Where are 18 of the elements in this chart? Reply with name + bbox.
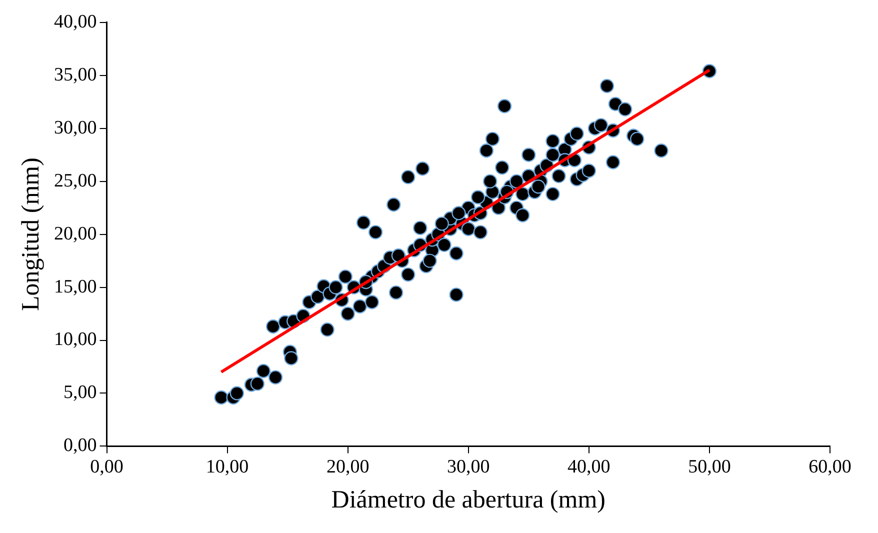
y-tick-label: 35,00 xyxy=(54,64,97,86)
x-tick-label: 0,00 xyxy=(90,456,124,478)
x-tick-label: 20,00 xyxy=(326,456,370,478)
y-tick-label: 10,00 xyxy=(54,329,97,350)
x-tick-label: 30,00 xyxy=(447,456,490,478)
x-tick-label: 50,00 xyxy=(688,456,731,478)
x-axis-title: Diámetro de abertura (mm) xyxy=(331,486,606,514)
y-tick-label: 30,00 xyxy=(54,117,97,138)
y-tick-label: 5,00 xyxy=(64,382,97,404)
x-tick-label: 40,00 xyxy=(568,456,610,478)
y-tick-label: 0,00 xyxy=(64,435,97,456)
y-axis-title: Longitud (mm) xyxy=(18,158,45,312)
x-tick-label: 10,00 xyxy=(206,456,249,478)
x-tick-label: 60,00 xyxy=(808,456,852,478)
y-tick-label: 15,00 xyxy=(54,276,97,298)
y-tick-label: 25,00 xyxy=(54,170,97,192)
y-tick-label: 40,00 xyxy=(54,11,97,32)
y-tick-label: 20,00 xyxy=(54,223,97,244)
